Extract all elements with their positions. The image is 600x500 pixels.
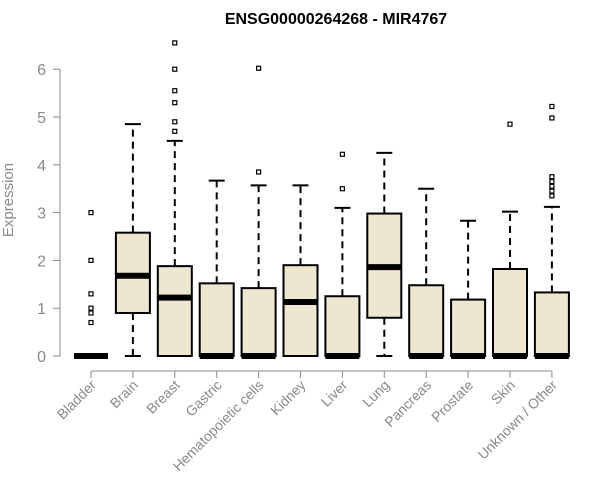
box-group — [240, 65, 277, 359]
y-tick-label: 3 — [37, 206, 46, 223]
chart-title: ENSG00000264268 - MIR4767 — [225, 11, 447, 28]
outlier-point — [507, 121, 513, 127]
box-group — [156, 40, 193, 357]
x-tick-label: Skin — [488, 377, 519, 408]
outlier-point — [256, 169, 262, 175]
box-iqr — [450, 298, 487, 358]
x-tick-label: Unknown / Other — [474, 377, 560, 463]
outlier-point — [172, 100, 178, 106]
outlier-point — [256, 65, 262, 71]
outlier-point — [172, 66, 178, 72]
x-tick-label: Lung — [359, 377, 392, 410]
box-group — [198, 179, 235, 359]
box-iqr — [324, 295, 361, 357]
box-group — [366, 151, 403, 357]
box-group — [492, 121, 528, 359]
outlier-point — [339, 151, 345, 157]
x-tick-label: Breast — [143, 377, 183, 417]
outlier-point — [339, 186, 345, 192]
outlier-point — [88, 305, 94, 311]
outlier-point — [549, 188, 555, 194]
box-group — [114, 123, 151, 357]
outlier-point — [172, 40, 178, 46]
box-iqr — [408, 284, 445, 358]
box-iqr — [156, 265, 193, 357]
outlier-point — [549, 178, 555, 185]
x-tick-label: Prostate — [428, 377, 476, 425]
y-axis-label: Expression — [0, 163, 17, 237]
outlier-point — [549, 115, 555, 121]
box-iqr — [533, 291, 570, 357]
outlier-point — [549, 174, 555, 180]
box-group — [450, 219, 487, 359]
x-tick-label: Kidney — [267, 377, 309, 419]
outlier-point — [88, 291, 94, 297]
outlier-point — [549, 103, 555, 110]
outlier-point — [172, 88, 178, 94]
x-tick-label: Pancreas — [381, 377, 434, 430]
y-tick-label: 2 — [37, 253, 46, 270]
box-group — [74, 210, 108, 359]
outlier-point — [88, 210, 94, 216]
outlier-point — [88, 319, 94, 326]
box-group — [282, 184, 319, 357]
box-iqr — [198, 282, 235, 357]
outlier-point — [88, 310, 94, 316]
box-iqr — [282, 264, 319, 357]
x-tick-label: Liver — [318, 377, 351, 410]
outlier-point — [88, 257, 94, 263]
x-tick-label: Bladder — [54, 377, 100, 423]
outlier-point — [549, 193, 555, 199]
outlier-point — [172, 119, 178, 125]
y-axis: 0 1 2 3 4 5 6 — [37, 62, 61, 366]
box-group — [533, 103, 570, 359]
box-iqr — [492, 268, 528, 357]
outlier-point — [172, 128, 178, 134]
x-tick-label: Brain — [107, 377, 141, 411]
box-iqr — [240, 287, 277, 357]
y-tick-label: 0 — [37, 349, 46, 366]
y-tick-label: 6 — [37, 62, 46, 79]
y-tick-label: 4 — [37, 158, 46, 175]
y-tick-label: 5 — [37, 110, 46, 127]
outlier-point — [549, 183, 555, 189]
y-tick-label: 1 — [37, 301, 46, 318]
box-group — [324, 151, 361, 359]
box-group — [408, 187, 445, 359]
box-series — [74, 40, 570, 359]
